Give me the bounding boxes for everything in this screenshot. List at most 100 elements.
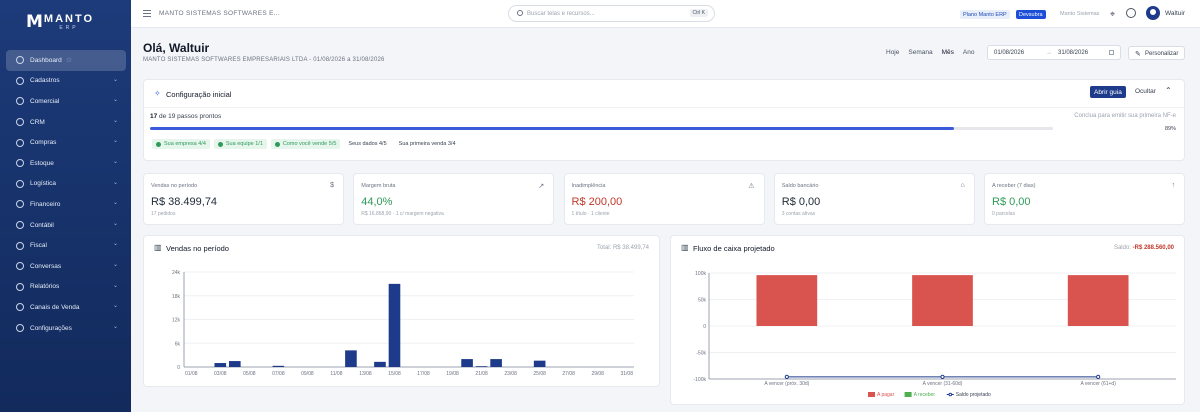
x-tick-label: 27/08 (562, 371, 575, 377)
bar-a-pagar[interactable] (1067, 275, 1129, 326)
setup-chip[interactable]: Sua empresa 4/4 (152, 139, 210, 149)
sidebar-item-7[interactable]: Financeiro ⌄ (6, 194, 126, 215)
date-from[interactable]: 01/08/2026 (994, 50, 1025, 56)
topbar: MANTO SISTEMAS SOFTWARES E... Buscar tel… (131, 0, 1200, 28)
bar-a-pagar[interactable] (912, 275, 973, 326)
customize-button[interactable]: ✎ Personalizar (1128, 46, 1185, 60)
bar[interactable] (490, 359, 502, 367)
kpi-card[interactable]: Saldo bancário ⌂ R$ 0,00 3 contas ativas (773, 173, 975, 225)
kpi-card[interactable]: Margem bruta ↗ 44,0% R$ 16.868,90 · 1 c/ ma… (353, 173, 555, 225)
divider (144, 107, 1184, 108)
period-month[interactable]: Mês (941, 49, 954, 56)
location-pin-icon[interactable]: ⌖ (1110, 9, 1116, 19)
setup-chip[interactable]: Como você vende 5/5 (270, 139, 341, 149)
calendar-icon[interactable] (1109, 50, 1114, 55)
bar[interactable] (374, 361, 386, 367)
dev-badge[interactable]: Devsubra (1016, 10, 1046, 19)
period-year[interactable]: Ano (962, 49, 975, 56)
menu-icon[interactable] (143, 10, 151, 17)
sidebar-item-13[interactable]: Configurações ⌄ (6, 318, 126, 339)
bar[interactable] (533, 360, 546, 367)
sidebar-item-12[interactable]: Canais de Venda ⌄ (6, 297, 126, 318)
setup-chip[interactable]: Sua equipe 1/1 (213, 139, 267, 149)
y-tick-label: 100k (695, 271, 706, 277)
sidebar-item-11[interactable]: Relatórios ⌄ (6, 277, 126, 298)
plan-badge[interactable]: Plano Manto ERP (960, 10, 1010, 19)
saldo-point[interactable] (1096, 374, 1101, 379)
cashflow-chart: -100k -50k 0 50k 100k A vencer (próx. 30d) A v… (693, 271, 1176, 398)
bar[interactable] (388, 283, 401, 367)
chevron-down-icon: ⌄ (112, 76, 118, 83)
saldo-point[interactable] (940, 374, 945, 379)
sidebar-item-3[interactable]: CRM ⌄ (6, 112, 126, 133)
calculator-icon (16, 221, 24, 230)
kpi-card[interactable]: A receber (7 dias) ↑ R$ 0,00 0 parcelas (984, 173, 1185, 225)
sidebar-item-0[interactable]: Dashboard ☆ (6, 50, 126, 71)
store-icon (16, 303, 24, 312)
open-guide-button[interactable]: Abrir guia (1090, 86, 1126, 98)
sidebar-item-label: Cadastros (30, 77, 60, 85)
x-tick-label: 01/08 (185, 371, 198, 377)
sales-total: Total: R$ 38.499,74 (596, 245, 649, 251)
bar-a-pagar[interactable] (756, 275, 818, 326)
sidebar-item-2[interactable]: Comercial ⌄ (6, 91, 126, 112)
saldo-point[interactable] (784, 374, 789, 379)
setup-chip[interactable]: Sua primeira venda 3/4 (394, 139, 460, 149)
sidebar-item-1[interactable]: Cadastros ⌄ (6, 71, 126, 92)
bar[interactable] (272, 365, 285, 367)
bar[interactable] (214, 363, 227, 367)
dollar-icon: $ (330, 182, 334, 189)
search-shortcut: Ctrl K (689, 9, 708, 17)
x-tick-label: 11/08 (330, 371, 342, 377)
x-tick-label: 05/08 (243, 371, 256, 377)
setup-chip[interactable]: Seus dados 4/5 (344, 139, 391, 149)
y-tick-label: -100k (693, 377, 706, 383)
period-week[interactable]: Semana (908, 49, 933, 56)
wallet-icon (16, 200, 24, 209)
x-tick-label: 07/08 (272, 371, 285, 377)
brand-logo[interactable]: M MANTO ERP (26, 12, 94, 32)
user-name[interactable]: Waltuir (1165, 10, 1185, 17)
sidebar-nav: Dashboard ☆ Cadastros ⌄ Comercial ⌄ CRM ⌄ Compra… (6, 50, 126, 338)
kpi-label: A receber (7 dias) (992, 183, 1036, 189)
bar[interactable] (345, 350, 357, 367)
kpi-label: Margem bruta (361, 183, 396, 189)
hide-button[interactable]: Ocultar (1135, 88, 1156, 95)
kpi-card[interactable]: Inadimplência ⚠ R$ 200,00 1 título · 1 clie… (563, 173, 765, 225)
date-range-picker[interactable]: 01/08/2026 → 31/08/2026 (987, 45, 1121, 60)
search-icon (517, 10, 523, 16)
setup-card: ✧ Configuração inicial Abrir guia Oculta… (143, 79, 1185, 161)
sidebar-item-6[interactable]: Logística ⌄ (6, 174, 126, 195)
chevron-down-icon: ⌄ (112, 200, 118, 207)
kpi-value: R$ 38.499,74 (151, 196, 218, 208)
sidebar-item-8[interactable]: Contábil ⌄ (6, 215, 126, 236)
star-icon[interactable]: ☆ (65, 57, 73, 65)
sidebar-item-10[interactable]: Conversas ⌄ (6, 256, 126, 277)
bar[interactable] (229, 361, 241, 367)
sidebar-item-9[interactable]: Fiscal ⌄ (6, 235, 126, 256)
brand-name: MANTO (43, 12, 95, 25)
whatsapp-icon[interactable] (1126, 8, 1136, 18)
period-today[interactable]: Hoje (886, 49, 900, 56)
company-name[interactable]: MANTO SISTEMAS SOFTWARES E... (159, 10, 281, 17)
kpi-sub: R$ 16.868,90 · 1 c/ margem negativa (361, 211, 444, 217)
date-to[interactable]: 31/08/2026 (1058, 50, 1089, 56)
x-tick-label: 17/08 (417, 371, 430, 377)
sidebar-item-label: Dashboard (30, 56, 62, 64)
chevron-down-icon: ⌄ (112, 303, 118, 310)
y-tick-label: 18k (172, 294, 181, 300)
sidebar-item-5[interactable]: Estoque ⌄ (6, 153, 126, 174)
search-input[interactable]: Buscar telas e recursos... Ctrl K (508, 5, 715, 22)
chevron-up-icon[interactable]: ⌃ (1165, 86, 1172, 95)
kpi-card[interactable]: Vendas no período $ R$ 38.499,74 17 pedidos (143, 173, 344, 225)
bar[interactable] (475, 366, 488, 367)
chevron-down-icon: ⌄ (112, 261, 118, 268)
avatar[interactable] (1146, 6, 1160, 20)
sidebar-item-4[interactable]: Compras ⌄ (6, 132, 126, 153)
page-title: Olá, Waltuir (143, 41, 210, 55)
sidebar-item-label: Canais de Venda (30, 303, 80, 311)
trend-up-icon: ↗ (538, 183, 545, 190)
chevron-down-icon: ⌄ (112, 138, 118, 145)
bar[interactable] (461, 359, 473, 367)
kpi-value: R$ 0,00 (781, 196, 821, 208)
